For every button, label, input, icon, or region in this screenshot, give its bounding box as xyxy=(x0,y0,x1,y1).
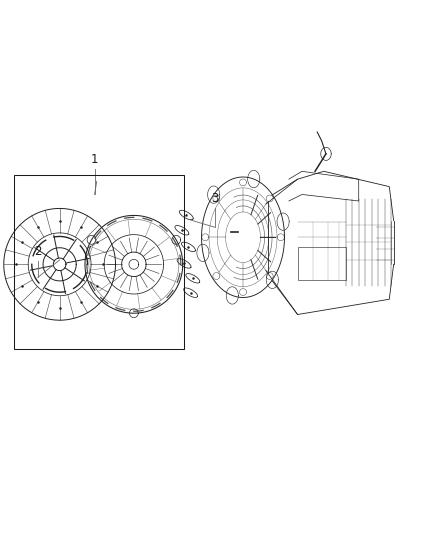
Bar xyxy=(14,175,184,350)
Text: 1: 1 xyxy=(91,153,98,166)
Bar xyxy=(297,247,346,280)
Text: 2: 2 xyxy=(34,245,42,258)
Text: 3: 3 xyxy=(211,192,218,205)
